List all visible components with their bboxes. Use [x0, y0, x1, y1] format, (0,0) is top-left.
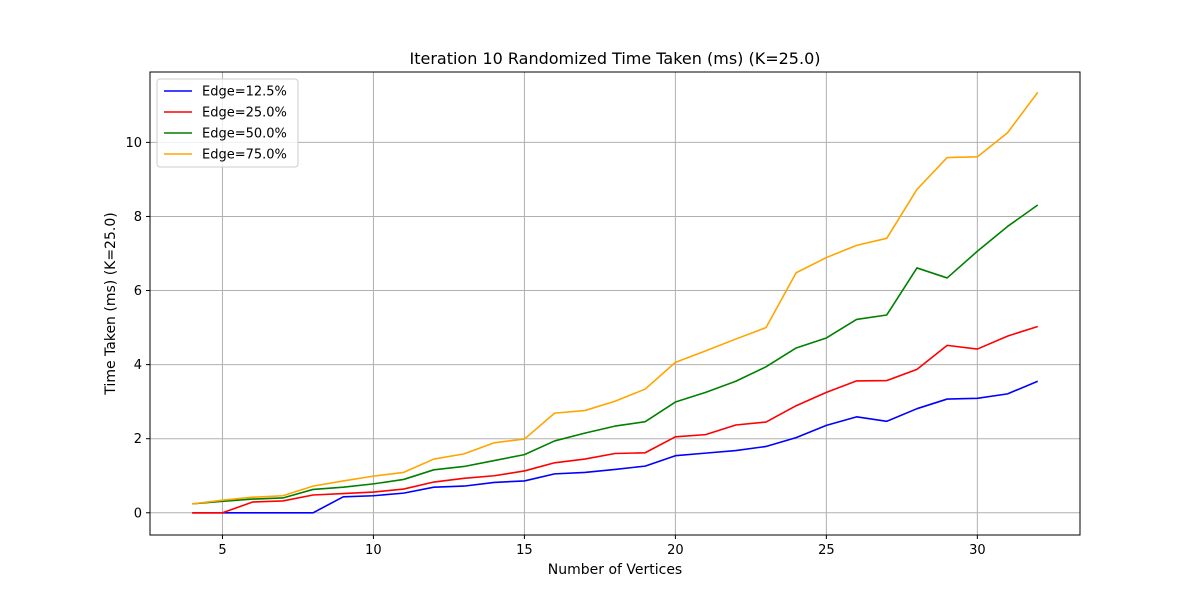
y-tick-label: 8 [134, 210, 142, 225]
x-axis-label: Number of Vertices [548, 562, 682, 578]
legend-entry-label: Edge=50.0% [202, 127, 287, 142]
y-tick-label: 0 [134, 506, 142, 521]
legend-entry-label: Edge=75.0% [202, 148, 287, 163]
series-lines [192, 91, 1039, 514]
y-tick-label: 4 [134, 358, 142, 373]
series-line-3 [192, 91, 1039, 505]
y-tick-label: 10 [125, 136, 142, 151]
legend-box [156, 78, 299, 168]
legend-entry-label: Edge=12.5% [202, 85, 287, 100]
x-tick-label: 10 [365, 543, 382, 558]
y-tick-label: 6 [134, 284, 142, 299]
x-tick-label: 30 [969, 543, 986, 558]
y-axis-label: Time Taken (ms) (K=25.0) [103, 212, 119, 395]
chart-title: Iteration 10 Randomized Time Taken (ms) … [409, 49, 820, 68]
x-tick-label: 25 [818, 543, 835, 558]
series-line-2 [192, 204, 1039, 505]
x-tick-label: 20 [667, 543, 684, 558]
grid [150, 72, 1080, 535]
series-line-1 [192, 325, 1038, 514]
x-tick-label: 5 [218, 543, 226, 558]
series-line-0 [192, 380, 1039, 514]
y-tick-label: 2 [134, 432, 142, 447]
plot-frame [149, 71, 1081, 536]
axis-ticks: 5 10 15 20 25 30 0 2 4 6 8 10 [125, 136, 985, 558]
legend: Edge=12.5% Edge=25.0% Edge=50.0% Edge=75.0% [156, 78, 299, 168]
legend-entry-label: Edge=25.0% [202, 106, 287, 121]
x-tick-label: 15 [516, 543, 533, 558]
